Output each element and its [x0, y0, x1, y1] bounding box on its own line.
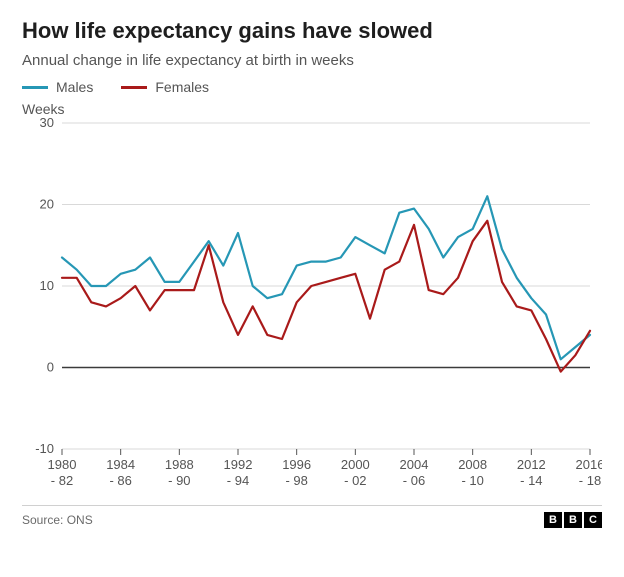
- chart-title: How life expectancy gains have slowed: [22, 18, 602, 44]
- chart-card: How life expectancy gains have slowed An…: [0, 0, 624, 577]
- svg-text:2004: 2004: [400, 457, 429, 472]
- chart-subtitle: Annual change in life expectancy at birt…: [22, 52, 602, 69]
- source-label: Source: ONS: [22, 513, 93, 527]
- svg-text:- 06: - 06: [403, 473, 425, 488]
- svg-text:- 14: - 14: [520, 473, 542, 488]
- legend-swatch-females: [121, 86, 147, 89]
- bbc-logo-b1: B: [544, 512, 562, 528]
- legend: Males Females: [22, 79, 602, 95]
- svg-text:10: 10: [40, 278, 54, 293]
- svg-text:- 18: - 18: [579, 473, 601, 488]
- svg-text:- 82: - 82: [51, 473, 73, 488]
- svg-text:2016: 2016: [576, 457, 602, 472]
- legend-label-females: Females: [155, 79, 209, 95]
- svg-text:20: 20: [40, 197, 54, 212]
- svg-text:- 02: - 02: [344, 473, 366, 488]
- svg-text:1988: 1988: [165, 457, 194, 472]
- svg-text:1980: 1980: [48, 457, 77, 472]
- svg-text:2008: 2008: [458, 457, 487, 472]
- svg-text:-10: -10: [35, 441, 54, 456]
- legend-label-males: Males: [56, 79, 93, 95]
- svg-text:- 86: - 86: [109, 473, 131, 488]
- legend-item-females: Females: [121, 79, 209, 95]
- svg-text:1996: 1996: [282, 457, 311, 472]
- svg-text:- 90: - 90: [168, 473, 190, 488]
- legend-swatch-males: [22, 86, 48, 89]
- svg-text:2000: 2000: [341, 457, 370, 472]
- svg-text:1992: 1992: [224, 457, 253, 472]
- footer: Source: ONS B B C: [22, 505, 602, 528]
- svg-text:- 10: - 10: [461, 473, 483, 488]
- line-chart-svg: -1001020301980- 821984- 861988- 901992- …: [22, 117, 602, 497]
- svg-text:0: 0: [47, 360, 54, 375]
- svg-text:- 98: - 98: [285, 473, 307, 488]
- svg-text:1984: 1984: [106, 457, 135, 472]
- svg-text:30: 30: [40, 117, 54, 130]
- legend-item-males: Males: [22, 79, 93, 95]
- bbc-logo: B B C: [544, 512, 602, 528]
- svg-text:- 94: - 94: [227, 473, 249, 488]
- plot-area: -1001020301980- 821984- 861988- 901992- …: [22, 117, 602, 497]
- bbc-logo-b2: B: [564, 512, 582, 528]
- bbc-logo-c: C: [584, 512, 602, 528]
- y-axis-unit: Weeks: [22, 101, 602, 117]
- svg-text:2012: 2012: [517, 457, 546, 472]
